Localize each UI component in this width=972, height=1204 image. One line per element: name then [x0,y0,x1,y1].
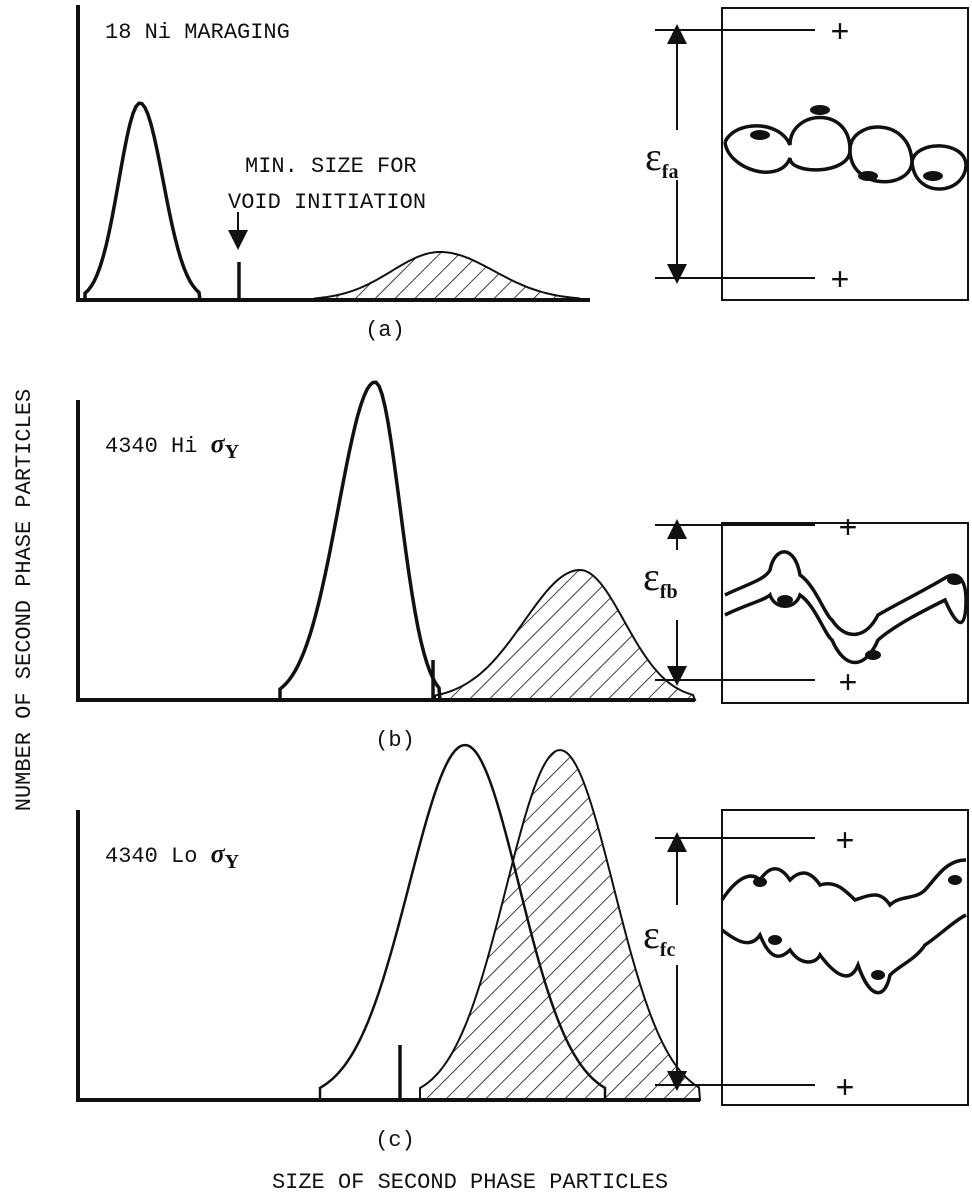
caption: (c) [375,1128,415,1153]
caption: (b) [375,728,415,753]
annotation: VOID INITIATION [228,190,426,215]
particle [753,877,767,887]
hatched-distribution [419,749,702,1101]
particle [810,105,830,115]
strain-label: εfb [643,554,678,603]
hatched-distribution [314,251,582,301]
fracture-profile [720,913,967,995]
particle [858,171,878,181]
fracture-profile [723,125,968,191]
hatched-distribution [434,568,697,701]
panel-title: 18 Ni MARAGING [105,20,290,45]
y-axis-label: NUMBER OF SECOND PHASE PARTICLES [12,389,37,811]
particle [777,595,793,605]
particle [750,130,770,140]
particle [865,650,881,660]
annotation: MIN. SIZE FOR [245,154,417,179]
panel-b: 4340 Hi σY (b) + + εfb [76,380,969,753]
particle [871,970,885,980]
panel-a: 18 Ni MARAGING MIN. SIZE FOR VOID INITIA… [76,5,969,343]
distribution-curve [83,101,202,301]
strain-label: εfa [645,134,678,183]
plus: + [838,511,857,548]
fracture-profile [724,591,968,665]
plus: + [830,15,849,52]
fracture-box [721,522,969,704]
plus: + [835,1071,854,1108]
particle [923,171,943,181]
plus: + [830,263,849,300]
x-axis-label: SIZE OF SECOND PHASE PARTICLES [272,1170,668,1195]
fracture-box [721,809,969,1106]
plus: + [838,666,857,703]
fracture-profile [724,550,968,637]
particle [948,875,962,885]
fracture-box [721,7,969,301]
plus: + [835,824,854,861]
distribution-curve [318,743,607,1100]
panel-c: 4340 Lo σY (c) + + εfc [76,743,969,1153]
distribution-curve [278,380,442,701]
panel-title: 4340 Lo σY [105,839,240,873]
particle [947,575,963,585]
particle [768,935,782,945]
strain-label: εfc [643,912,675,961]
fracture-profile [720,858,967,908]
caption: (a) [365,318,405,343]
panel-title: 4340 Hi σY [105,429,240,463]
axes [76,5,590,302]
